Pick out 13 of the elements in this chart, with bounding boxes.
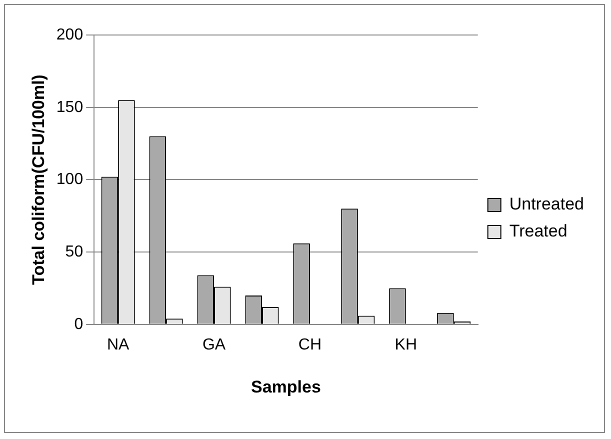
y-axis-title: Total coliform(CFU/100ml) [28, 74, 48, 285]
y-tick-label: 0 [74, 316, 84, 333]
legend-label: Treated [509, 222, 568, 241]
y-tick-label: 200 [56, 26, 84, 44]
y-tick-label: 100 [56, 171, 84, 188]
x-tick-label: GA [202, 336, 226, 354]
legend-label: Untreated [509, 194, 584, 214]
x-tick-label: CH [298, 336, 322, 354]
x-tick-label: NA [106, 336, 130, 354]
y-tick-label: 150 [56, 98, 84, 116]
x-tick-label: KH [394, 336, 418, 354]
x-axis-title: Samples [251, 377, 321, 396]
y-tick-label: 50 [65, 243, 84, 260]
